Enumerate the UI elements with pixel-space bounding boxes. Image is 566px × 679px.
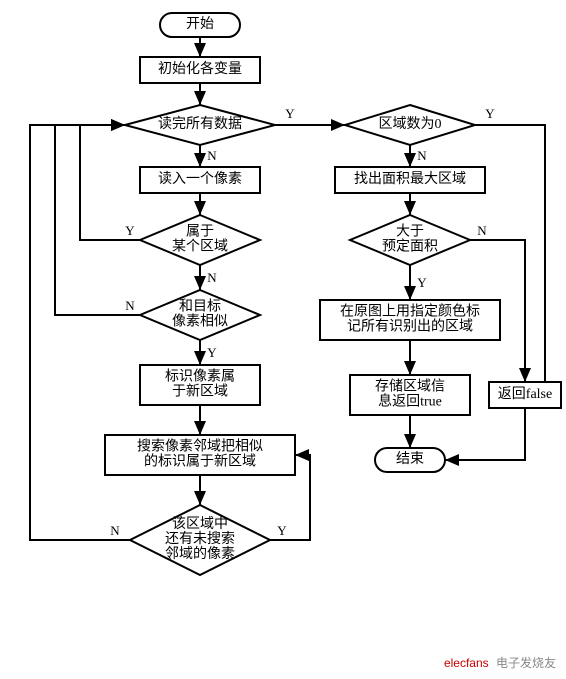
node-label: 属于	[186, 225, 214, 240]
edge-label: Y	[277, 523, 287, 538]
edge-label: N	[110, 523, 120, 538]
edge-label: N	[207, 270, 217, 285]
node-zero_cnt: 区域数为0	[345, 105, 475, 145]
edge-label: Y	[417, 275, 427, 290]
edge-label: Y	[125, 223, 135, 238]
node-init: 初始化各变量	[140, 57, 260, 83]
node-label: 找出面积最大区域	[354, 171, 466, 187]
node-similar: 和目标像素相似	[140, 290, 260, 340]
node-find_max: 找出面积最大区域	[335, 167, 485, 193]
edge-label: N	[477, 223, 487, 238]
node-search_nb: 搜索像素邻域把相似的标识属于新区域	[105, 435, 295, 475]
node-label: 的标识属于新区域	[144, 454, 256, 470]
edge-label: N	[417, 148, 427, 163]
edge	[475, 125, 545, 382]
node-label: 标识像素属	[165, 369, 235, 385]
node-label: 记所有识别出的区域	[347, 319, 473, 335]
node-ret_false: 返回false	[489, 382, 561, 408]
node-label: 存储区域信	[375, 379, 445, 395]
node-label: 预定面积	[382, 239, 438, 255]
node-store_true: 存储区域信息返回true	[350, 375, 470, 415]
footer-brand: elecfans	[444, 656, 489, 670]
node-label: 在原图上用指定颜色标	[340, 303, 480, 320]
node-label: 某个区域	[172, 239, 228, 255]
edge-label: Y	[485, 106, 495, 121]
node-label: 区域数为0	[379, 116, 442, 132]
node-label: 该区域中	[172, 516, 228, 532]
node-label: 息返回true	[378, 393, 442, 410]
edge-label: N	[207, 148, 217, 163]
node-end: 结束	[375, 448, 445, 472]
node-label: 大于	[396, 224, 424, 240]
footer-site: 电子发烧友	[496, 656, 556, 670]
node-label: 返回false	[498, 386, 552, 402]
node-label: 搜索像素邻域把相似	[137, 438, 263, 455]
node-label: 结束	[396, 451, 424, 467]
node-gt_area: 大于预定面积	[350, 215, 470, 265]
node-label: 初始化各变量	[158, 60, 242, 77]
node-label: 读完所有数据	[158, 115, 242, 132]
node-label: 还有未搜索	[165, 530, 235, 547]
node-label: 读入一个像素	[158, 170, 242, 187]
edge-label: Y	[207, 345, 217, 360]
node-label: 开始	[186, 16, 214, 32]
node-label: 和目标	[179, 299, 221, 315]
node-label: 邻域的像素	[165, 546, 235, 562]
edge	[55, 125, 140, 315]
node-mark_color: 在原图上用指定颜色标记所有识别出的区域	[320, 300, 500, 340]
node-has_unsrch: 该区域中还有未搜索邻域的像素	[130, 505, 270, 575]
edge-label: N	[125, 298, 135, 313]
node-read_all: 读完所有数据	[125, 105, 275, 145]
footer: elecfans 电子发烧友	[444, 654, 556, 671]
node-start: 开始	[160, 13, 240, 37]
node-read_one: 读入一个像素	[140, 167, 260, 193]
node-label: 像素相似	[172, 314, 228, 330]
node-mark_new: 标识像素属于新区域	[140, 365, 260, 405]
flowchart: NNYYNYYNNYNY开始初始化各变量读完所有数据读入一个像素属于某个区域和目…	[0, 0, 566, 620]
edge-label: Y	[285, 106, 295, 121]
node-label: 于新区域	[172, 384, 228, 400]
node-in_region: 属于某个区域	[140, 215, 260, 265]
